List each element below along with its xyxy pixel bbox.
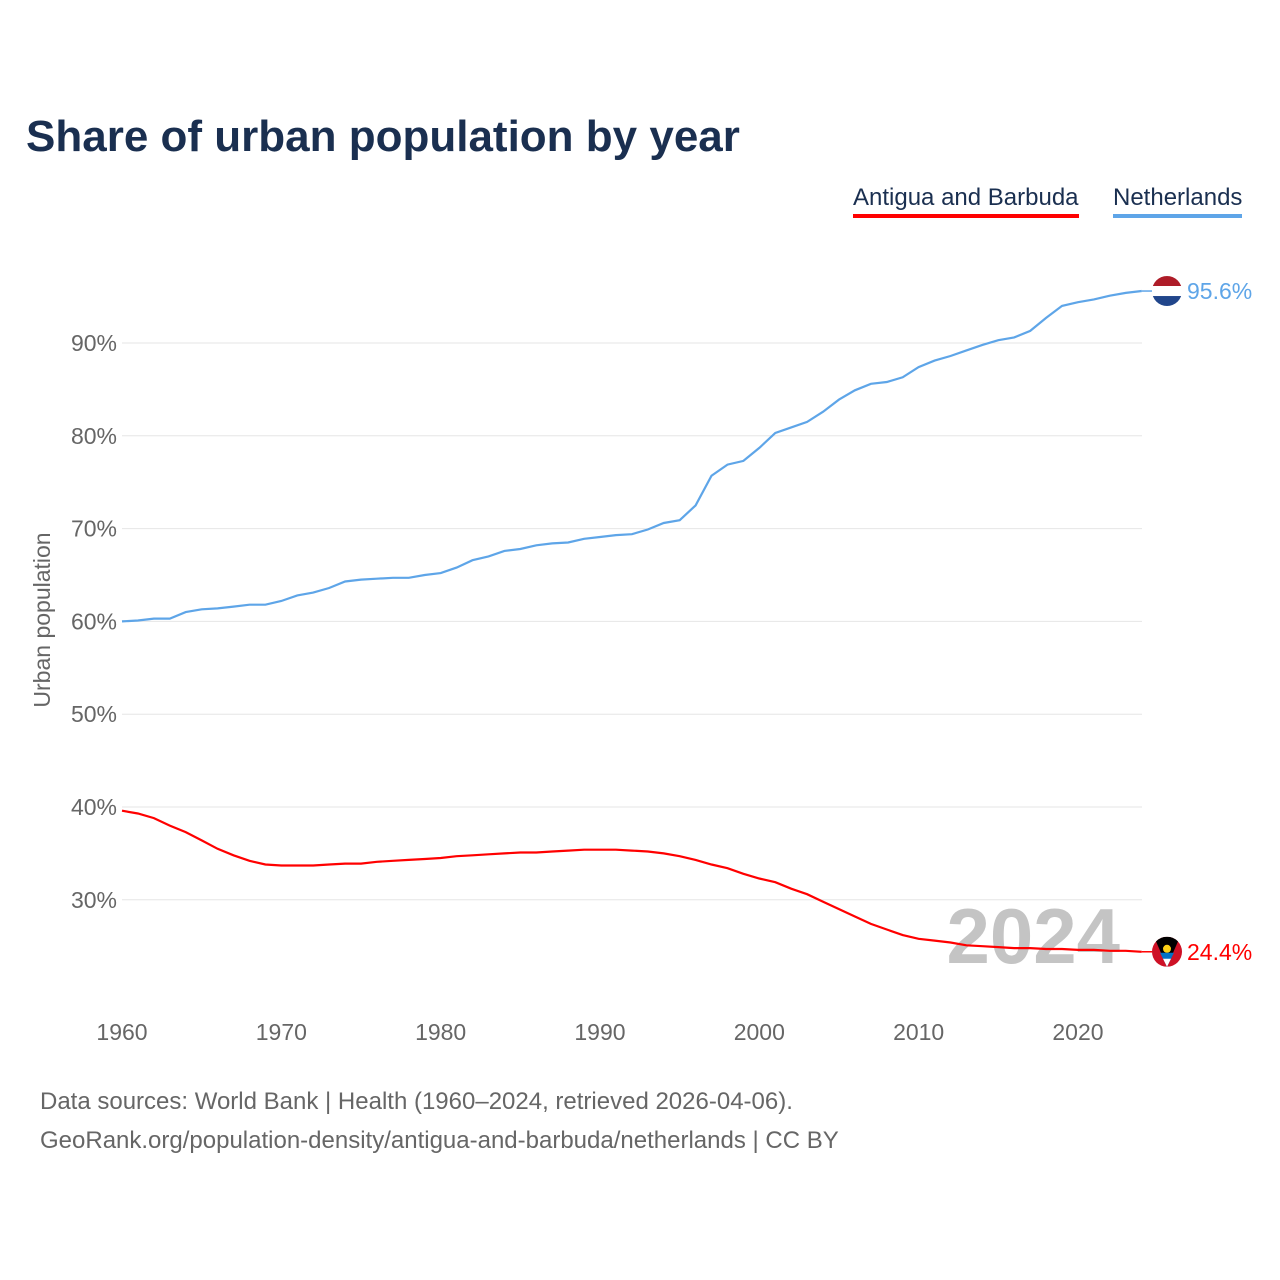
attribution-link[interactable]: GeoRank.org/population-density/antigua-a… bbox=[40, 1127, 839, 1154]
chart-title: Share of urban population by year bbox=[26, 112, 740, 161]
legend-item-netherlands[interactable]: Netherlands bbox=[1113, 184, 1243, 218]
antigua-flag-icon bbox=[1152, 936, 1182, 967]
y-tick-label: 60% bbox=[71, 608, 117, 634]
y-tick-label: 40% bbox=[71, 794, 117, 820]
y-tick-label: 90% bbox=[71, 330, 117, 356]
series-line-netherlands bbox=[121, 289, 1142, 623]
y-tick-label: 30% bbox=[71, 887, 117, 913]
x-tick-label: 2000 bbox=[734, 1019, 785, 1045]
x-tick-label: 1960 bbox=[96, 1019, 147, 1045]
netherlands-flag-icon bbox=[1152, 276, 1182, 307]
year-watermark: 2024 bbox=[946, 892, 1120, 980]
x-tick-label: 1970 bbox=[256, 1019, 307, 1045]
x-tick-label: 2020 bbox=[1052, 1019, 1103, 1045]
x-tick-label: 2010 bbox=[893, 1019, 944, 1045]
y-axis-label: Urban population bbox=[29, 532, 55, 707]
x-tick-label: 1980 bbox=[415, 1019, 466, 1045]
x-tick-label: 1990 bbox=[574, 1019, 625, 1045]
y-tick-label: 80% bbox=[71, 423, 117, 449]
legend-item-antigua-and-barbuda[interactable]: Antigua and Barbuda bbox=[853, 184, 1079, 218]
end-value-label-netherlands: 95.6% bbox=[1187, 278, 1252, 304]
data-source-note: Data sources: World Bank | Health (1960–… bbox=[40, 1088, 793, 1115]
y-tick-label: 50% bbox=[71, 701, 117, 727]
end-value-label-antigua-and-barbuda: 24.4% bbox=[1187, 939, 1252, 965]
y-tick-label: 70% bbox=[71, 516, 117, 542]
series-line-antigua-and-barbuda bbox=[121, 809, 1142, 953]
